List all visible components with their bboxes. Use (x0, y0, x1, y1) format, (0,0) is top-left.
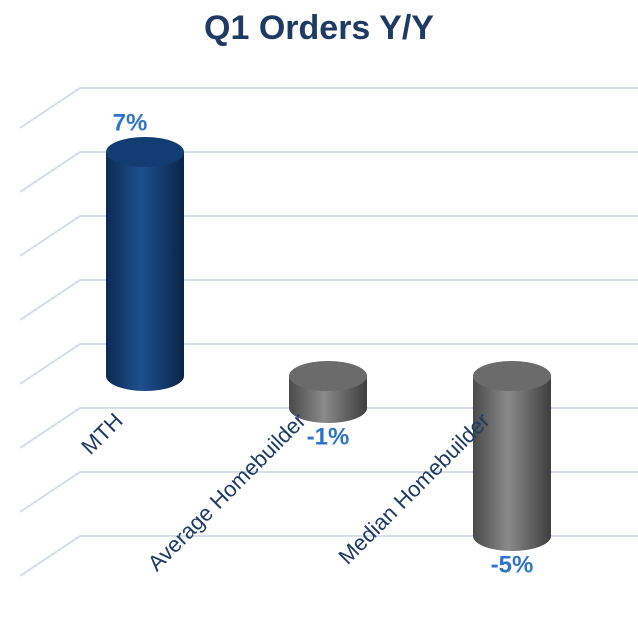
value-label: 7% (113, 109, 148, 136)
grid-line (19, 535, 638, 577)
x-tick-label: Average Homebuilder (143, 408, 311, 576)
x-tick-label: MTH (76, 408, 127, 459)
cylinder-top (473, 361, 551, 391)
cylinder-bar (473, 361, 551, 551)
grid-line (19, 407, 638, 449)
cylinder-body (473, 376, 551, 536)
chart-title: Q1 Orders Y/Y (204, 9, 434, 47)
value-label: -5% (491, 551, 534, 578)
grid-line (19, 87, 638, 129)
cylinder-top (289, 361, 367, 391)
cylinder-top (106, 137, 184, 167)
grid-line (19, 343, 638, 385)
cylinder-bar (106, 137, 184, 391)
grid-line (19, 279, 638, 321)
cylinder-body (106, 152, 184, 376)
grid-line (19, 151, 638, 193)
value-label: -1% (307, 423, 350, 450)
grid-line (19, 215, 638, 257)
grid-line (19, 471, 638, 513)
x-tick-label: Median Homebuilder (333, 408, 494, 569)
cylinder-bar (289, 361, 367, 423)
